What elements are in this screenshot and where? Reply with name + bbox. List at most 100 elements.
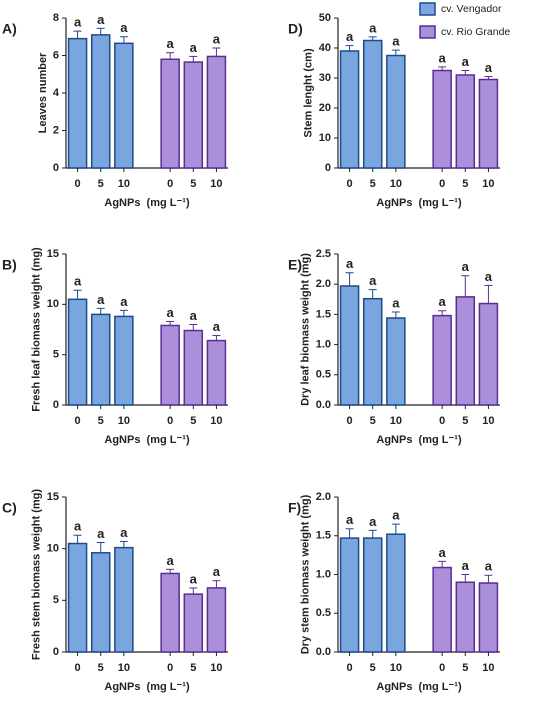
x-tick-label: 0 — [439, 415, 445, 427]
legend-label: cv. Rio Grande — [441, 26, 510, 38]
panel-label: D) — [288, 21, 303, 37]
y-axis-label: Stem lenght (cm) — [303, 48, 315, 138]
significance-letter: a — [97, 292, 105, 307]
significance-letter: a — [120, 525, 128, 540]
x-tick-label: 10 — [210, 178, 222, 190]
y-tick-label: 0 — [53, 646, 59, 658]
significance-letter: a — [97, 12, 105, 27]
x-tick-label: 0 — [347, 415, 353, 427]
panel-label: A) — [2, 21, 17, 37]
bar — [386, 54, 406, 169]
y-tick-label: 1.5 — [316, 530, 331, 542]
bar — [432, 314, 452, 406]
x-axis-label: AgNPs (mg L⁻¹) — [104, 434, 190, 446]
y-tick-label: 0 — [53, 399, 59, 411]
bar — [90, 552, 111, 653]
x-tick-label: 0 — [347, 178, 353, 190]
y-tick-label: 2 — [53, 124, 59, 136]
x-tick-label: 10 — [390, 178, 402, 190]
significance-letter: a — [167, 553, 175, 568]
significance-letter: a — [462, 259, 470, 274]
y-tick-label: 0.0 — [316, 399, 331, 411]
bar — [160, 58, 180, 169]
significance-letter: a — [392, 508, 400, 523]
x-tick-label: 10 — [118, 662, 130, 674]
x-tick-label: 0 — [167, 415, 173, 427]
legend-swatch — [419, 2, 436, 16]
y-tick-label: 2.0 — [316, 491, 331, 503]
bar — [90, 34, 111, 169]
x-tick-label: 10 — [390, 415, 402, 427]
bar — [114, 42, 134, 169]
significance-letter: a — [485, 60, 493, 75]
x-tick-label: 0 — [167, 178, 173, 190]
bar — [206, 587, 227, 653]
panel-label: E) — [288, 257, 302, 273]
x-tick-label: 5 — [98, 415, 104, 427]
significance-letter: a — [369, 20, 377, 35]
y-tick-label: 4 — [53, 87, 60, 99]
y-tick-label: 2.0 — [316, 278, 331, 290]
panel-label: C) — [2, 500, 17, 516]
bar — [160, 324, 180, 406]
bar — [478, 78, 499, 169]
significance-letter: a — [462, 558, 470, 573]
y-tick-label: 6 — [53, 49, 59, 61]
bar — [114, 315, 134, 406]
significance-letter: a — [346, 29, 354, 44]
y-tick-label: 10 — [47, 298, 59, 310]
x-tick-label: 10 — [210, 662, 222, 674]
x-tick-label: 5 — [190, 415, 196, 427]
y-axis-label: Dry leaf biomass weight (mg) — [300, 253, 312, 406]
y-tick-label: 10 — [319, 132, 331, 144]
x-tick-label: 5 — [462, 415, 468, 427]
y-tick-label: 50 — [319, 12, 331, 24]
x-tick-label: 10 — [390, 662, 402, 674]
bar — [67, 542, 88, 653]
y-axis-label: Fresh leaf biomass weight (mg) — [31, 247, 43, 412]
significance-letter: a — [167, 305, 175, 320]
y-axis-label: Leaves number — [37, 52, 49, 133]
y-axis-label: Dry stem biomass weight (mg) — [300, 494, 312, 654]
x-tick-label: 0 — [75, 178, 81, 190]
y-tick-label: 40 — [319, 42, 331, 54]
significance-letter: a — [97, 526, 105, 541]
x-tick-label: 0 — [439, 662, 445, 674]
bar — [455, 581, 476, 653]
y-tick-label: 0 — [325, 162, 331, 174]
significance-letter: a — [392, 295, 400, 310]
x-tick-label: 10 — [482, 415, 494, 427]
bar — [386, 533, 406, 653]
x-axis-label: AgNPs (mg L⁻¹) — [104, 681, 190, 693]
bar — [362, 537, 383, 653]
x-tick-label: 5 — [190, 662, 196, 674]
bar — [339, 537, 360, 653]
x-tick-label: 5 — [462, 178, 468, 190]
significance-letter: a — [120, 294, 128, 309]
significance-letter: a — [369, 273, 377, 288]
significance-letter: a — [190, 308, 198, 323]
significance-letter: a — [485, 559, 493, 574]
y-tick-label: 20 — [319, 102, 331, 114]
bar — [160, 572, 180, 653]
y-tick-label: 1.0 — [316, 339, 331, 351]
significance-letter: a — [346, 512, 354, 527]
y-tick-label: 2.5 — [316, 248, 331, 260]
bar — [432, 69, 452, 169]
significance-letter: a — [167, 36, 175, 51]
bar — [339, 285, 360, 406]
bar — [478, 302, 499, 406]
x-tick-label: 5 — [462, 662, 468, 674]
significance-letter: a — [485, 269, 493, 284]
bar — [339, 50, 360, 169]
x-tick-label: 5 — [98, 178, 104, 190]
x-axis-label: AgNPs (mg L⁻¹) — [104, 197, 190, 209]
legend-swatch — [419, 25, 436, 39]
bar — [114, 546, 134, 653]
bar — [183, 61, 204, 169]
bar — [432, 566, 452, 653]
significance-letter: a — [369, 514, 377, 529]
significance-letter: a — [392, 34, 400, 49]
significance-letter: a — [190, 40, 198, 55]
x-tick-label: 10 — [482, 178, 494, 190]
